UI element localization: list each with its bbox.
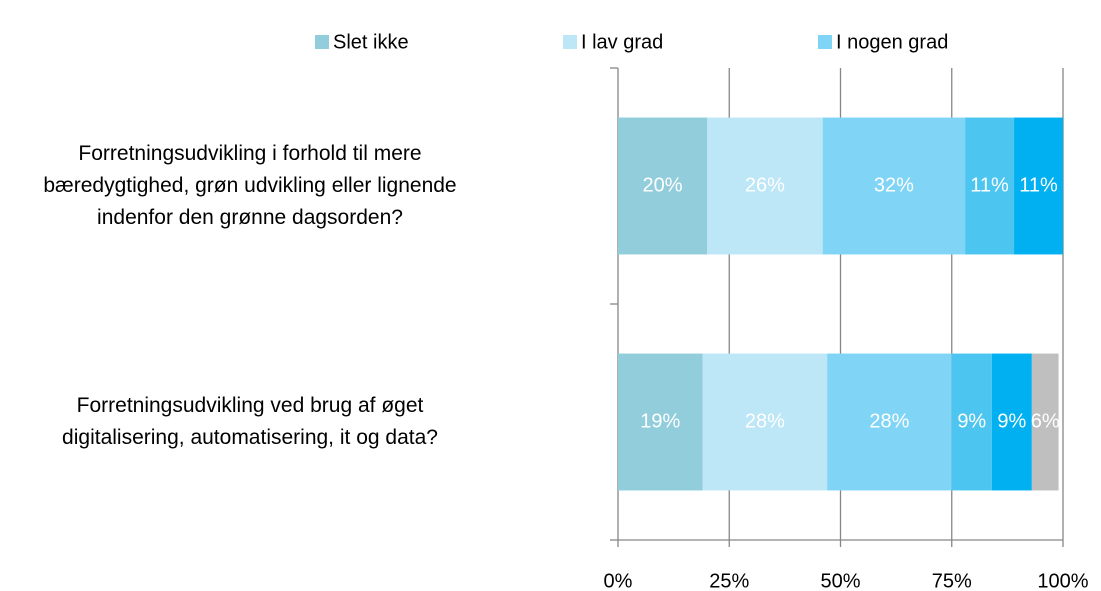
bar-segment: [1031, 353, 1059, 491]
legend-swatch: [315, 35, 329, 49]
value-label: 20%: [642, 174, 682, 196]
x-tick-label: 100%: [1037, 570, 1088, 591]
bar-segment: [965, 117, 1015, 255]
legend-swatch: [563, 35, 577, 49]
legend-label: I nogen grad: [836, 31, 948, 53]
bar-segment: [991, 353, 1032, 491]
x-tick-label: 75%: [932, 570, 972, 591]
x-tick-label: 50%: [820, 570, 860, 591]
bar-segment: [822, 117, 966, 255]
value-label: 28%: [745, 410, 785, 432]
bar-segment: [707, 117, 823, 255]
legend-swatch: [818, 35, 832, 49]
value-label: 11%: [970, 174, 1009, 196]
value-label: 26%: [745, 174, 785, 196]
legend-label: I lav grad: [581, 31, 663, 53]
bar-segment: [702, 353, 828, 491]
category-label: Forretningsudvikling ved brug af øget di…: [62, 394, 438, 449]
value-label: 28%: [869, 410, 909, 432]
value-label: 6%: [1031, 410, 1060, 432]
value-label: 9%: [997, 410, 1026, 432]
bar-segment: [951, 353, 992, 491]
bar-segment: [618, 353, 703, 491]
bar-segment: [1014, 117, 1063, 255]
value-label: 19%: [640, 410, 680, 432]
category-label: Forretningsudvikling i forhold til mere …: [43, 142, 457, 229]
x-tick-label: 25%: [709, 570, 749, 591]
value-label: 11%: [1019, 174, 1058, 196]
bar-segment: [827, 353, 952, 491]
x-tick-label: 0%: [604, 570, 633, 591]
value-label: 32%: [874, 174, 914, 196]
value-label: 9%: [957, 410, 986, 432]
legend-label: Slet ikke: [333, 31, 409, 53]
bar-segment: [618, 117, 707, 255]
